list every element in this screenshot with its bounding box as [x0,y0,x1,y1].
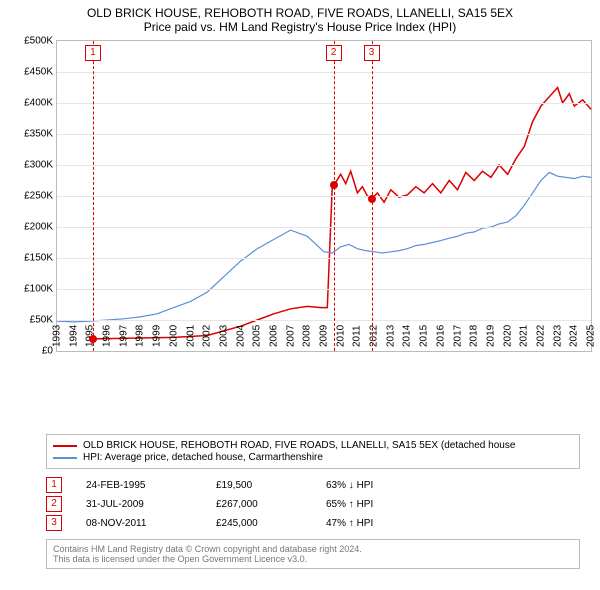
event-marker [89,335,97,343]
event-marker [330,181,338,189]
event-pct: 65% ↑ HPI [326,499,426,510]
x-tick-label: 2013 [385,325,396,351]
footer: Contains HM Land Registry data © Crown c… [46,539,580,569]
x-tick-label: 2008 [302,325,313,351]
event-marker [368,195,376,203]
x-tick-label: 2002 [202,325,213,351]
event-badge-chart: 1 [85,45,101,61]
x-tick-label: 2006 [268,325,279,351]
event-date: 24-FEB-1995 [86,480,216,491]
title-line1: OLD BRICK HOUSE, REHOBOTH ROAD, FIVE ROA… [0,6,600,20]
legend-label: OLD BRICK HOUSE, REHOBOTH ROAD, FIVE ROA… [83,440,515,451]
x-tick-label: 1999 [152,325,163,351]
event-row: 2 31-JUL-2009 £267,000 65% ↑ HPI [46,496,590,512]
event-pct: 47% ↑ HPI [326,518,426,529]
gridline [57,227,591,228]
x-tick-label: 2015 [419,325,430,351]
legend-item: OLD BRICK HOUSE, REHOBOTH ROAD, FIVE ROA… [53,440,573,451]
chart-container: OLD BRICK HOUSE, REHOBOTH ROAD, FIVE ROA… [0,0,600,569]
y-tick-label: £300K [24,160,57,171]
footer-line1: Contains HM Land Registry data © Crown c… [53,544,573,554]
x-tick-label: 2014 [402,325,413,351]
x-tick-label: 1996 [102,325,113,351]
event-price: £267,000 [216,499,326,510]
legend-swatch [53,445,77,447]
y-tick-label: £500K [24,36,57,47]
y-tick-label: £100K [24,284,57,295]
x-tick-label: 2007 [285,325,296,351]
x-tick-label: 1993 [52,325,63,351]
x-tick-label: 2011 [352,325,363,351]
event-row: 3 08-NOV-2011 £245,000 47% ↑ HPI [46,515,590,531]
event-row: 1 24-FEB-1995 £19,500 63% ↓ HPI [46,477,590,493]
x-tick-label: 2005 [252,325,263,351]
x-tick-label: 2019 [485,325,496,351]
event-badge-chart: 3 [364,45,380,61]
legend-label: HPI: Average price, detached house, Carm… [83,452,323,463]
events-table: 1 24-FEB-1995 £19,500 63% ↓ HPI 2 31-JUL… [46,477,590,531]
event-price: £19,500 [216,480,326,491]
x-tick-label: 2001 [185,325,196,351]
y-tick-label: £400K [24,98,57,109]
series-line [57,172,591,322]
x-tick-label: 1998 [135,325,146,351]
gridline [57,72,591,73]
event-price: £245,000 [216,518,326,529]
gridline [57,320,591,321]
plot-area: £0£50K£100K£150K£200K£250K£300K£350K£400… [56,40,592,352]
gridline [57,103,591,104]
gridline [57,258,591,259]
x-tick-label: 2025 [586,325,597,351]
title-block: OLD BRICK HOUSE, REHOBOTH ROAD, FIVE ROA… [0,0,600,36]
x-tick-label: 2009 [319,325,330,351]
y-tick-label: £450K [24,67,57,78]
x-tick-label: 2004 [235,325,246,351]
y-tick-label: £200K [24,222,57,233]
footer-line2: This data is licensed under the Open Gov… [53,554,573,564]
event-line [334,41,335,351]
x-tick-label: 2016 [435,325,446,351]
x-tick-label: 1994 [68,325,79,351]
x-tick-label: 2023 [552,325,563,351]
legend-swatch [53,457,77,459]
event-badge: 2 [46,496,62,512]
gridline [57,289,591,290]
series-line [93,88,591,339]
legend-item: HPI: Average price, detached house, Carm… [53,452,573,463]
y-tick-label: £150K [24,253,57,264]
gridline [57,165,591,166]
event-pct: 63% ↓ HPI [326,480,426,491]
x-tick-label: 2021 [519,325,530,351]
event-date: 08-NOV-2011 [86,518,216,529]
event-badge: 3 [46,515,62,531]
x-tick-label: 2020 [502,325,513,351]
event-badge: 1 [46,477,62,493]
y-tick-label: £350K [24,129,57,140]
title-line2: Price paid vs. HM Land Registry's House … [0,20,600,34]
x-tick-label: 2018 [469,325,480,351]
x-tick-label: 2024 [569,325,580,351]
event-date: 31-JUL-2009 [86,499,216,510]
x-tick-label: 2017 [452,325,463,351]
gridline [57,134,591,135]
chart-area: £0£50K£100K£150K£200K£250K£300K£350K£400… [10,36,590,396]
event-badge-chart: 2 [326,45,342,61]
x-tick-label: 1997 [118,325,129,351]
legend: OLD BRICK HOUSE, REHOBOTH ROAD, FIVE ROA… [46,434,580,469]
x-tick-label: 2010 [335,325,346,351]
event-line [93,41,94,351]
x-tick-label: 2000 [168,325,179,351]
gridline [57,196,591,197]
x-tick-label: 2022 [535,325,546,351]
x-tick-label: 2012 [369,325,380,351]
x-tick-label: 2003 [218,325,229,351]
y-tick-label: £250K [24,191,57,202]
